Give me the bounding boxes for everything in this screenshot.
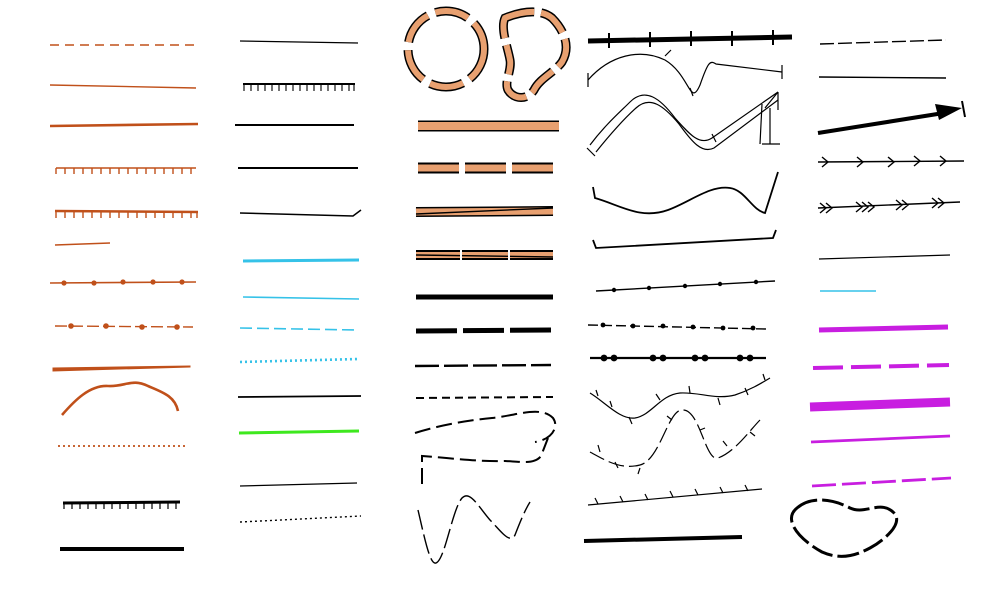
black-long-dash-line <box>414 363 552 368</box>
black-dash-node-line <box>587 322 767 331</box>
brown-short-line <box>54 242 111 246</box>
black-short-dash-line <box>415 396 554 399</box>
black-bracket-line <box>592 229 777 249</box>
column-4-curved-and-decorated-styles <box>583 30 793 543</box>
cyan-thick-line <box>242 258 360 263</box>
black-paired-node-line <box>590 354 766 362</box>
tan-split-casing-line <box>415 206 554 217</box>
black-hair-line <box>818 254 951 260</box>
purple-thick-line <box>818 324 949 333</box>
black-small-node-line <box>595 279 776 293</box>
column-2-thin-line-styles <box>235 40 362 523</box>
brown-thick-ticked-line <box>54 209 199 218</box>
black-thin-line <box>239 482 358 487</box>
brown-thin-line <box>49 84 197 89</box>
black-dashed-closed-loop <box>790 498 899 558</box>
black-bold-line <box>583 535 743 543</box>
tan-segmented-casing-line <box>415 249 554 261</box>
brown-ticked-line <box>55 167 196 174</box>
black-line-medium <box>237 395 362 398</box>
black-dashed-wave <box>417 495 531 564</box>
cyan-thin-line <box>242 296 360 300</box>
black-cross-ticked-line <box>587 30 793 48</box>
cyan-dashed-line <box>239 327 358 331</box>
black-ticked-line <box>62 500 181 509</box>
black-plain-line <box>818 76 947 79</box>
purple-dashed-line <box>812 363 950 370</box>
brown-curved-line <box>61 381 180 416</box>
black-dashed-bracket <box>421 437 549 484</box>
black-double-chevron-flow-line <box>817 197 961 214</box>
black-hooked-line <box>239 209 362 217</box>
black-hatched-slope-line <box>587 484 763 506</box>
purple-line <box>810 434 951 444</box>
green-line <box>238 429 360 435</box>
brown-dash-node-line <box>54 323 194 330</box>
black-ticked-wave <box>589 373 771 425</box>
brown-dotted-node-line <box>49 279 197 286</box>
black-chevron-flow-line <box>817 155 965 168</box>
black-double-wave-with-arrow <box>586 91 780 157</box>
cyan-dotted-line <box>239 357 359 364</box>
column-3-tan-and-heavy-styles <box>403 6 571 564</box>
tan-dashed-loop <box>498 7 571 102</box>
black-comb-line <box>243 83 355 91</box>
tan-dashed-circle <box>403 6 489 92</box>
black-dashed-curve <box>414 410 557 443</box>
black-arrow-line <box>817 100 966 135</box>
black-heavy-dashed-line <box>415 327 552 334</box>
purple-bold-line <box>809 397 951 412</box>
black-hairline <box>239 40 359 44</box>
black-dashed-ticked-wave <box>589 409 761 475</box>
column-5-arrow-and-purple-styles <box>790 39 966 558</box>
black-dotted-line <box>239 515 362 523</box>
brown-tapered-line <box>52 365 191 372</box>
brown-medium-line <box>49 122 199 128</box>
column-1-brown-styles <box>49 44 199 551</box>
purple-long-dash-line <box>811 476 952 488</box>
black-wave-with-end-bar <box>587 49 783 97</box>
black-long-dash-thin <box>819 39 947 45</box>
black-sine-bracket <box>592 171 779 215</box>
